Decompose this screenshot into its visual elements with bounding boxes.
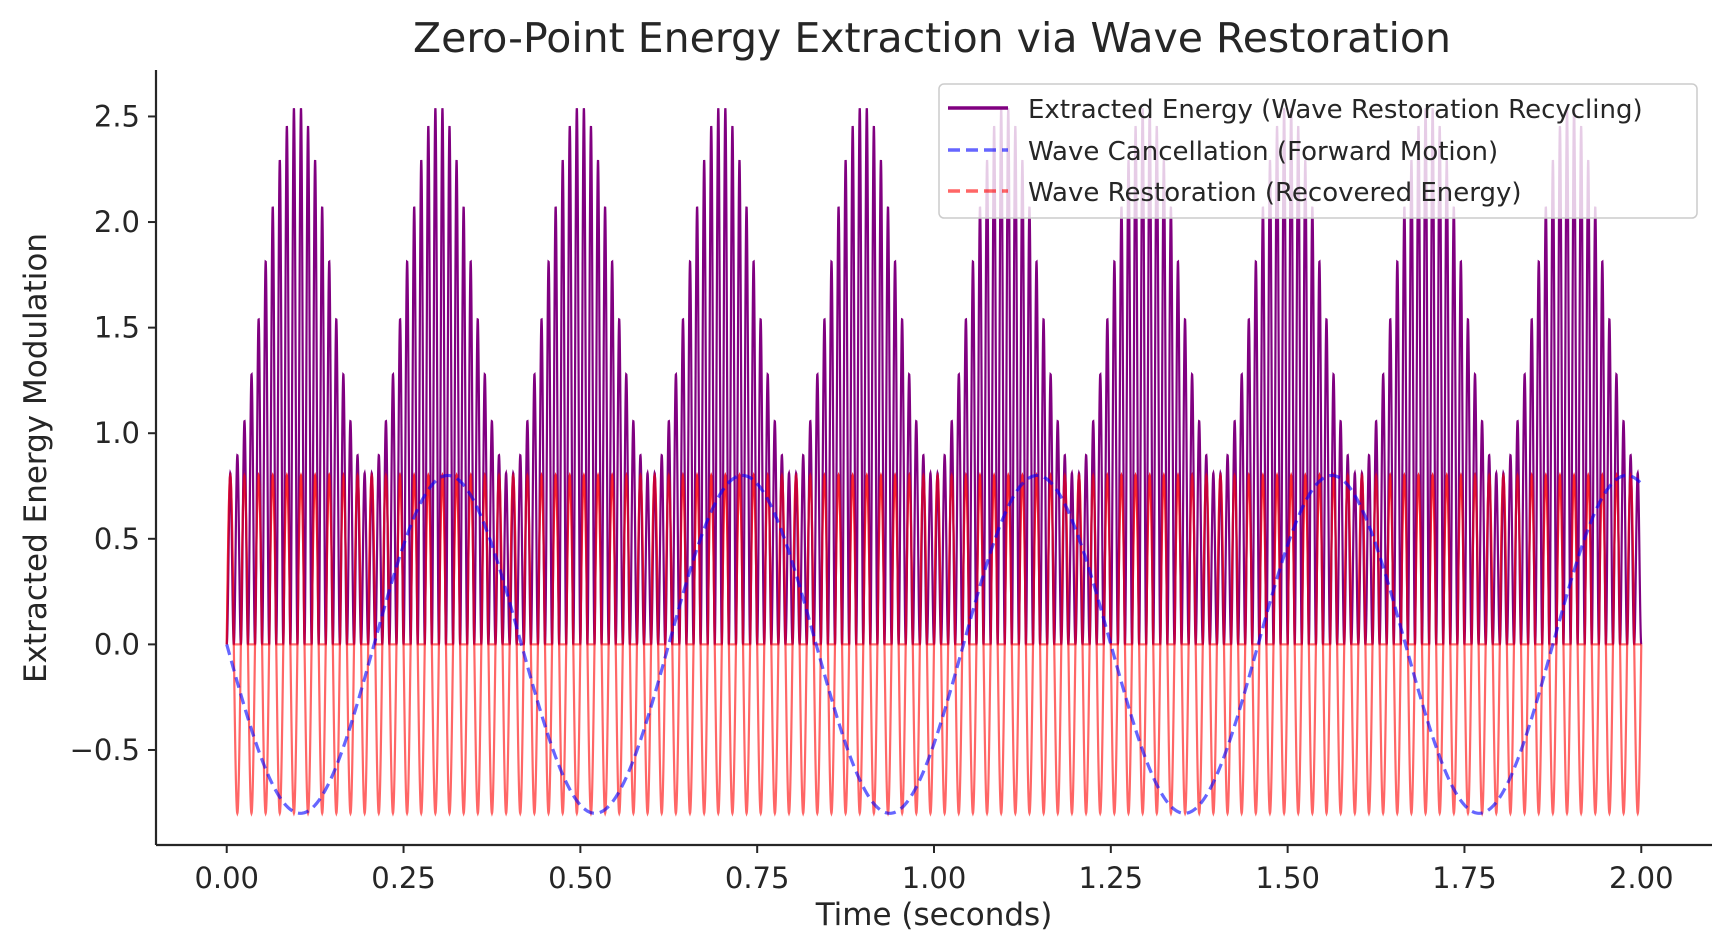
x-axis-label: Time (seconds) (815, 897, 1053, 933)
series-layer (225, 108, 1643, 817)
x-tick-label: 0.75 (725, 861, 790, 895)
series-wave-restoration-overlay (225, 472, 1642, 646)
legend-label-extracted: Extracted Energy (Wave Restoration Recyc… (1028, 95, 1643, 125)
x-ticks: 0.00 0.25 0.50 0.75 1.00 1.25 1.50 1.75 2.00 (194, 845, 1674, 895)
x-tick-label: 1.25 (1079, 861, 1144, 895)
x-tick-label: 0.25 (371, 861, 436, 895)
y-tick-label: 1.5 (94, 311, 140, 345)
y-ticks: −0.5 0.0 0.5 1.0 1.5 2.0 2.5 (70, 99, 156, 767)
y-tick-label: 2.5 (94, 99, 140, 133)
chart-title: Zero-Point Energy Extraction via Wave Re… (413, 14, 1451, 62)
y-tick-label: −0.5 (70, 733, 140, 767)
legend-label-cancellation: Wave Cancellation (Forward Motion) (1028, 137, 1498, 167)
legend: Extracted Energy (Wave Restoration Recyc… (938, 83, 1698, 219)
y-tick-label: 2.0 (94, 205, 140, 239)
plot-area (225, 108, 1643, 817)
x-tick-label: 1.00 (902, 861, 967, 895)
series-wave-cancellation (225, 473, 1643, 815)
y-axis-label: Extracted Energy Modulation (18, 233, 54, 683)
y-tick-label: 1.0 (94, 416, 140, 450)
legend-label-restoration: Wave Restoration (Recovered Energy) (1028, 178, 1522, 208)
y-tick-label: 0.5 (94, 522, 140, 556)
x-tick-label: 0.50 (548, 861, 613, 895)
x-tick-label: 1.50 (1255, 861, 1320, 895)
legend-box (938, 83, 1698, 219)
x-tick-label: 0.00 (194, 861, 259, 895)
x-tick-label: 1.75 (1432, 861, 1497, 895)
y-tick-label: 0.0 (94, 627, 140, 661)
x-tick-label: 2.00 (1609, 861, 1674, 895)
